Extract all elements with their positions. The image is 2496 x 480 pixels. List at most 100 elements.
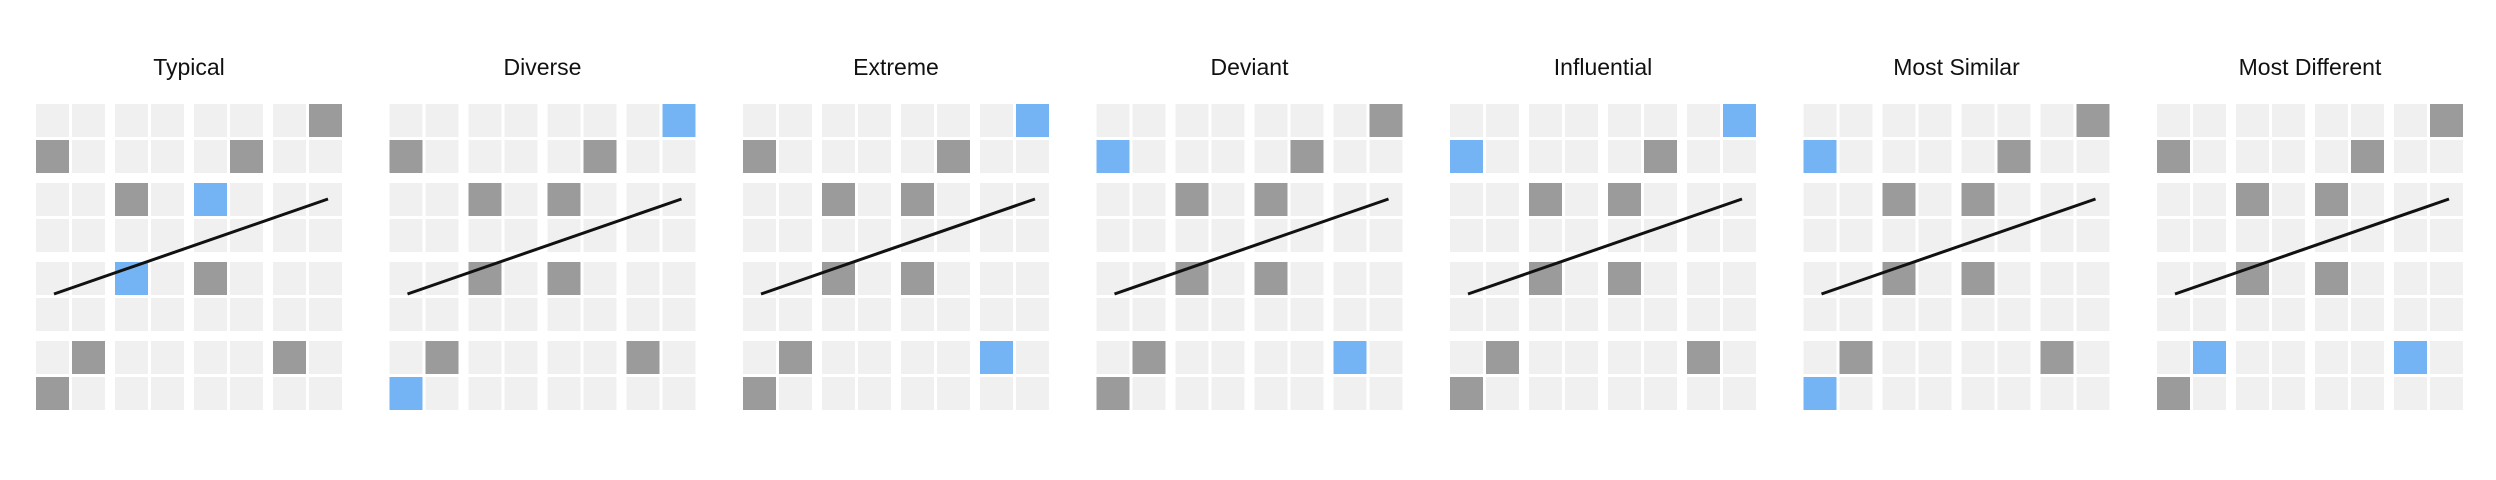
grid-cell-empty <box>1839 104 1873 137</box>
grid-cell-empty <box>1486 183 1519 216</box>
grid-cell-empty <box>822 377 855 410</box>
grid-cell-empty <box>2272 298 2305 331</box>
grid-cell-empty <box>151 104 184 137</box>
grid-cell-empty <box>2315 298 2348 331</box>
grid-cell-empty <box>662 262 696 295</box>
grid-cell-empty <box>504 219 538 252</box>
grid-cell-empty <box>230 183 263 216</box>
grid-cell-selected <box>2193 341 2226 374</box>
grid-cell-empty <box>1918 262 1952 295</box>
grid-cell-empty <box>1175 140 1209 173</box>
grid-cell-empty <box>1565 298 1598 331</box>
grid-cell-empty <box>1096 104 1130 137</box>
grid-cell-case <box>1254 262 1288 295</box>
grid-cell-empty <box>36 104 69 137</box>
grid-cell-empty <box>1369 341 1403 374</box>
grid-cell-case <box>2430 104 2463 137</box>
grid-cell-empty <box>2076 377 2110 410</box>
grid-cell-empty <box>2193 140 2226 173</box>
grid-cell-case <box>36 377 69 410</box>
fit-line <box>760 197 1036 296</box>
grid-cell-empty <box>425 377 459 410</box>
grid-cell-empty <box>858 219 891 252</box>
grid-cell-empty <box>1486 377 1519 410</box>
grid-cell-empty <box>1016 219 1049 252</box>
grid-cell-empty <box>2351 298 2384 331</box>
grid-cell-empty <box>1132 140 1166 173</box>
grid-cell-empty <box>1997 262 2031 295</box>
grid-cell-empty <box>1839 219 1873 252</box>
grid-cell-empty <box>743 104 776 137</box>
grid-cell-empty <box>504 377 538 410</box>
grid-cell-empty <box>36 341 69 374</box>
grid-cell-empty <box>1565 341 1598 374</box>
grid-cell-case <box>1961 262 1995 295</box>
grid-cell-case <box>2351 140 2384 173</box>
grid-cell-empty <box>1918 183 1952 216</box>
grid-cell-case <box>468 183 502 216</box>
grid-cell-empty <box>858 140 891 173</box>
grid-cell-empty <box>2394 219 2427 252</box>
grid-cell-selected <box>1723 104 1756 137</box>
grid-cell-empty <box>2040 219 2074 252</box>
grid-cell-empty <box>151 298 184 331</box>
grid-cell-empty <box>937 377 970 410</box>
fit-line <box>1467 197 1743 296</box>
grid-cell-empty <box>2394 140 2427 173</box>
grid-cell-empty <box>1254 341 1288 374</box>
grid-cell-empty <box>1450 104 1483 137</box>
grid-cell-empty <box>2272 262 2305 295</box>
grid-cell-empty <box>2394 377 2427 410</box>
grid-cell-empty <box>2076 298 2110 331</box>
grid-cell-empty <box>2272 341 2305 374</box>
grid-cell-empty <box>1608 298 1641 331</box>
panel-typical: Typical <box>36 54 342 410</box>
grid-cell-empty <box>626 298 660 331</box>
grid-cell-empty <box>743 298 776 331</box>
grid-cell-empty <box>1211 377 1245 410</box>
grid-cell-empty <box>2430 219 2463 252</box>
grid-cell-empty <box>1096 298 1130 331</box>
grid-cell-empty <box>901 377 934 410</box>
grid-cell-empty <box>1723 377 1756 410</box>
grid-cell-empty <box>1132 219 1166 252</box>
grid-cell-case <box>779 341 812 374</box>
grid-cell-empty <box>743 219 776 252</box>
grid-cell-empty <box>2157 219 2190 252</box>
grid-cell-empty <box>230 298 263 331</box>
grid-cell-empty <box>2315 104 2348 137</box>
grid-cell-empty <box>115 341 148 374</box>
grid-cell-case <box>1961 183 1995 216</box>
grid-cell-empty <box>2157 298 2190 331</box>
grid-cell-empty <box>230 104 263 137</box>
grid-cell-empty <box>273 262 306 295</box>
panel-title: Most Different <box>2239 54 2382 80</box>
grid-cell-empty <box>72 377 105 410</box>
grid-cell-empty <box>1369 377 1403 410</box>
grid-cell-empty <box>2272 183 2305 216</box>
panel-deviant: Deviant <box>1096 54 1403 410</box>
grid-cell-empty <box>1211 298 1245 331</box>
grid-cell-empty <box>1882 140 1916 173</box>
grid-cell-empty <box>937 341 970 374</box>
grid-cell-empty <box>1290 262 1324 295</box>
grid-cell-empty <box>2272 377 2305 410</box>
grid-cell-case <box>822 183 855 216</box>
grid-cell-empty <box>468 219 502 252</box>
grid-cell-empty <box>194 377 227 410</box>
grid-cell-empty <box>1723 140 1756 173</box>
grid-cell-empty <box>822 219 855 252</box>
grid-cell-empty <box>1096 183 1130 216</box>
grid-cell-empty <box>115 104 148 137</box>
grid-cell-empty <box>2193 219 2226 252</box>
grid-cell-empty <box>2236 377 2269 410</box>
grid-cell-empty <box>230 341 263 374</box>
grid-cell-empty <box>779 377 812 410</box>
grid-cell-selected <box>1333 341 1367 374</box>
grid-cell-empty <box>2040 262 2074 295</box>
grid-cell-empty <box>1882 298 1916 331</box>
grid-cell-empty <box>2157 341 2190 374</box>
grid-cell-empty <box>1175 104 1209 137</box>
panel-title: Diverse <box>504 54 582 80</box>
